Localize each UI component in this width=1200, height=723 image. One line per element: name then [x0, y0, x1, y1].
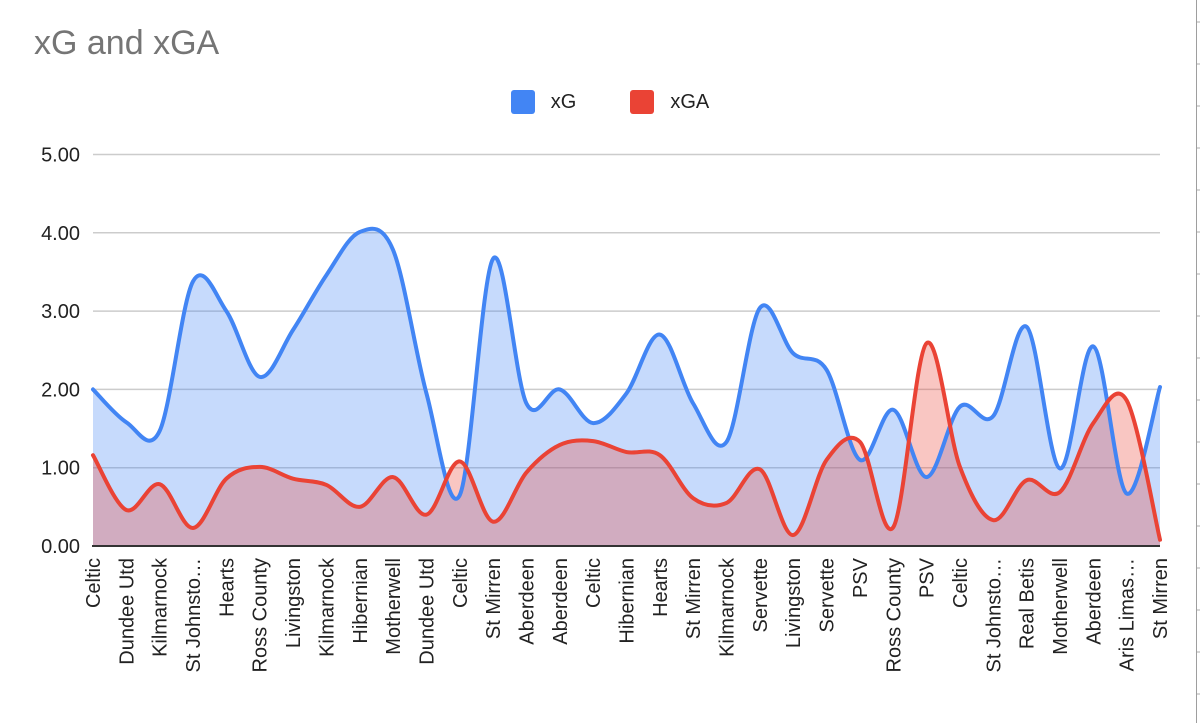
- x-tick-label: Hearts: [216, 558, 238, 617]
- x-tick-label: Celtic: [950, 558, 972, 608]
- legend-swatch-xg: [510, 90, 535, 114]
- x-tick-label: St Mirren: [483, 558, 505, 639]
- x-tick-label: Servette: [750, 558, 772, 632]
- sheet-row-tick: [1197, 483, 1200, 485]
- sheet-row-tick: [1197, 651, 1200, 653]
- sheet-row-tick: [1197, 189, 1200, 191]
- legend-item-xga[interactable]: xGA: [630, 90, 709, 114]
- sheet-row-tick: [1197, 357, 1200, 359]
- x-tick-label: St Johnsto…: [183, 558, 205, 673]
- x-tick-label: PSV: [850, 557, 872, 598]
- y-tick-label: 4.00: [41, 223, 80, 245]
- series-lines: [91, 226, 1162, 542]
- sheet-row-tick: [1197, 21, 1200, 23]
- x-tick-label: Hibernian: [617, 558, 639, 644]
- x-tick-label: Dundee Utd: [116, 558, 138, 665]
- x-tick-label: Aris Limas…: [1117, 558, 1139, 671]
- x-tick-label: Aberdeen: [1083, 558, 1105, 645]
- x-tick-label: Celtic: [83, 558, 105, 608]
- sheet-row-tick: [1197, 105, 1200, 107]
- legend-swatch-xga: [630, 90, 655, 114]
- x-tick-label: Servette: [817, 558, 839, 632]
- legend-item-xg[interactable]: xG: [510, 90, 577, 114]
- x-tick-label: Motherwell: [1050, 558, 1072, 655]
- sheet-row-tick: [1197, 693, 1200, 695]
- line-xg: [91, 226, 1162, 501]
- x-tick-label: Motherwell: [383, 558, 405, 655]
- sheet-row-tick: [1197, 231, 1200, 233]
- sheet-row-tick: [1197, 525, 1200, 527]
- x-tick-label: Kilmarnock: [150, 557, 172, 657]
- area-xg: [93, 228, 1160, 546]
- x-tick-label: Ross County: [250, 558, 272, 673]
- x-tick-label: Aberdeen: [550, 558, 572, 645]
- x-axis-ticks: Celtic Dundee Utd Kilmarnock St Johnsto… Hea…: [83, 557, 1172, 673]
- sheet-cell-border: [1196, 0, 1197, 723]
- x-tick-label: PSV: [917, 557, 939, 598]
- x-tick-label: Ross County: [883, 558, 905, 673]
- x-tick-label: Kilmarnock: [316, 557, 338, 657]
- y-axis-ticks: 0.00 1.00 2.00 3.00 4.00 5.00: [41, 145, 80, 559]
- y-tick-label: 0.00: [41, 536, 80, 558]
- x-tick-label: Kilmarnock: [717, 557, 739, 657]
- sheet-row-tick: [1197, 567, 1200, 569]
- legend: xG xGA: [0, 90, 1200, 114]
- sheet-row-tick: [1197, 147, 1200, 149]
- sheet-row-tick: [1197, 399, 1200, 401]
- x-tick-label: St Johnsto…: [983, 558, 1005, 673]
- x-tick-label: Celtic: [450, 558, 472, 608]
- legend-label-xg: xG: [550, 90, 577, 113]
- y-tick-label: 1.00: [41, 458, 80, 480]
- sheet-row-tick: [1197, 273, 1200, 275]
- series-areas: [93, 228, 1160, 546]
- x-tick-label: St Mirren: [683, 558, 705, 639]
- x-tick-label: Aberdeen: [516, 558, 538, 645]
- sheet-row-tick: [1197, 315, 1200, 317]
- x-tick-label: Real Betis: [1017, 558, 1039, 649]
- x-tick-label: Livingston: [783, 558, 805, 648]
- y-tick-label: 5.00: [41, 145, 80, 167]
- line-xga: [91, 340, 1162, 542]
- sheet-row-tick: [1197, 63, 1200, 65]
- x-tick-label: Hibernian: [350, 558, 372, 644]
- y-tick-label: 3.00: [41, 301, 80, 323]
- x-tick-label: Livingston: [283, 558, 305, 648]
- x-tick-label: Celtic: [583, 558, 605, 608]
- y-tick-label: 2.00: [41, 379, 80, 401]
- x-tick-label: St Mirren: [1150, 558, 1172, 639]
- legend-label-xga: xGA: [670, 90, 710, 113]
- sheet-row-tick: [1197, 609, 1200, 611]
- chart-title: xG and xGA: [34, 24, 220, 62]
- x-tick-label: Dundee Utd: [416, 558, 438, 665]
- sheet-row-tick: [1197, 441, 1200, 443]
- x-tick-label: Hearts: [650, 558, 672, 617]
